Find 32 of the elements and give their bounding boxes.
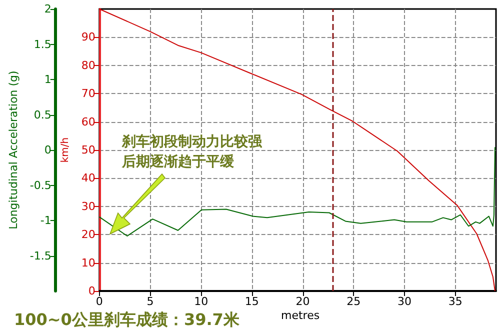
y2-tick-label: 1.5 [34, 38, 52, 51]
y-tick-label: 80 [81, 58, 96, 72]
y-tick-label: 50 [81, 144, 96, 156]
y2-tick-label: 0 [44, 144, 52, 156]
y-tick-label: 0 [88, 284, 96, 298]
y2-tick-label: 1 [44, 73, 52, 86]
y2-tick-label: -1.5 [30, 249, 52, 262]
x-tick-label: 5 [146, 295, 154, 308]
x-tick-label: 25 [346, 295, 361, 308]
x-tick-label: 35 [448, 295, 462, 308]
annotation: 后期逐渐趋于平缓 [122, 154, 234, 170]
y2-tick-label: -1 [40, 214, 52, 227]
x-tick-label: 15 [244, 295, 259, 308]
y-tick-label: 60 [81, 115, 96, 128]
y2-tick-label: 2 [44, 2, 52, 16]
y2-tick-label: 0.5 [34, 108, 52, 122]
y2-axis-title: Longitudinal Acceleration (g) [7, 70, 20, 230]
x-axis-title: metres [281, 309, 320, 322]
x-tick-label: 30 [397, 295, 412, 308]
y-axis-title: km/h [60, 137, 71, 163]
y2-tick-label: -0.5 [30, 178, 52, 192]
line-series [98, 146, 496, 237]
x-tick-label: 20 [296, 295, 310, 308]
y-tick-label: 30 [81, 200, 96, 213]
y-tick-label: 90 [81, 30, 96, 44]
y-tick-label: 20 [81, 228, 96, 242]
y-tick-label: 40 [81, 172, 96, 185]
annotation: 刹车初段制动力比较强 [122, 134, 262, 150]
x-tick-label: 10 [194, 295, 208, 308]
text: 100~0公里刹车成绩：39.7米 [14, 310, 240, 331]
y-tick-label: 10 [81, 256, 96, 270]
y-tick-label: 70 [81, 87, 96, 100]
